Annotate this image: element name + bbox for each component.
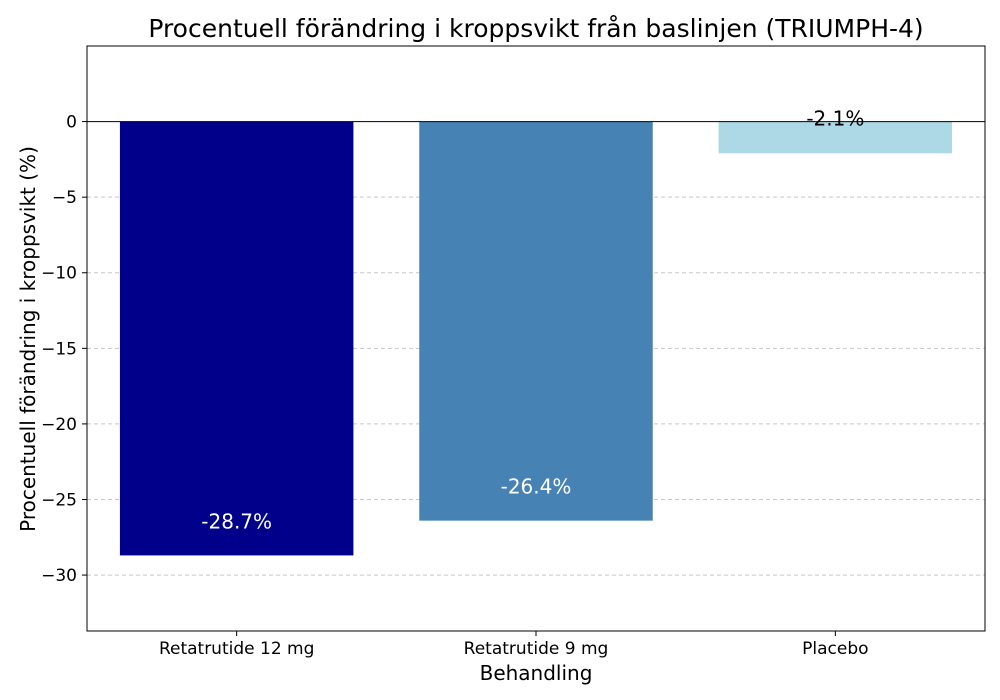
y-tick-label: −20	[41, 415, 77, 435]
y-tick-label: 0	[66, 113, 77, 133]
bar	[119, 121, 354, 556]
x-tick-label: Retatrutide 12 mg	[159, 639, 314, 659]
data-label: -2.1%	[806, 107, 864, 131]
x-axis-label: Behandling	[480, 661, 593, 685]
y-axis-ticks: 0 −5 −10 −15 −20 −25 −30	[41, 113, 87, 586]
y-tick-label: −30	[41, 566, 77, 586]
y-tick-label: −15	[41, 339, 77, 359]
chart-title: Procentuell förändring i kroppsvikt från…	[148, 14, 923, 43]
data-label: -26.4%	[501, 475, 572, 499]
y-axis-label: Procentuell förändring i kroppsvikt (%)	[16, 146, 40, 532]
x-tick-label: Retatrutide 9 mg	[464, 639, 609, 659]
x-axis-ticks: Retatrutide 12 mg Retatrutide 9 mg Placebo	[159, 631, 869, 659]
x-tick-label: Placebo	[802, 639, 868, 659]
bars	[119, 121, 953, 556]
bar	[718, 121, 953, 154]
data-labels: -28.7% -26.4% -2.1%	[201, 107, 864, 534]
data-label: -28.7%	[201, 509, 272, 533]
y-tick-label: −5	[52, 188, 77, 208]
bar	[419, 121, 653, 521]
y-tick-label: −10	[41, 264, 77, 284]
y-tick-label: −25	[41, 490, 77, 510]
